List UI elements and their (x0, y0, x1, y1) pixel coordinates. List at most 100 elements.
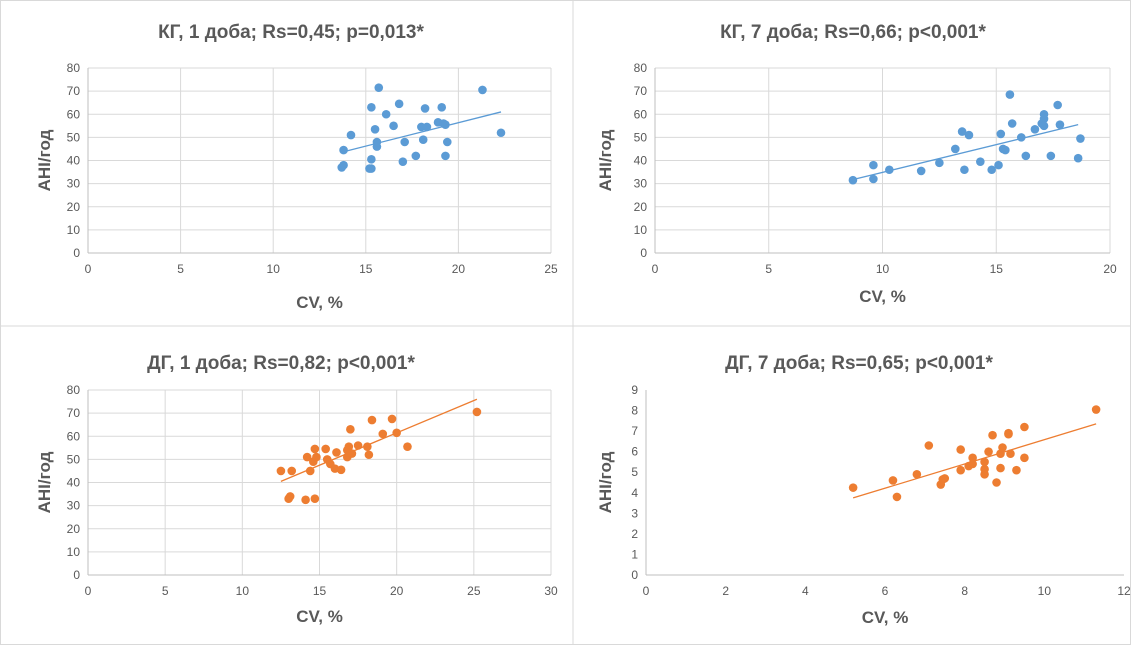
data-point (968, 453, 977, 463)
data-point (347, 449, 357, 458)
data-point (332, 448, 341, 457)
y-tick-label: 80 (67, 383, 81, 397)
data-point (420, 104, 430, 113)
data-point (370, 124, 380, 134)
y-tick-label: 0 (73, 246, 80, 260)
data-point (276, 466, 286, 476)
data-point (848, 175, 858, 185)
data-point (363, 442, 372, 451)
y-tick-label: 20 (67, 200, 81, 214)
data-point (987, 165, 996, 175)
data-point (1001, 145, 1010, 155)
data-point (321, 444, 330, 454)
x-tick-label: 20 (390, 584, 404, 598)
y-tick-label: 4 (631, 486, 638, 500)
data-point (924, 441, 934, 450)
data-point (869, 174, 878, 184)
y-tick-label: 60 (67, 429, 81, 443)
data-point (496, 128, 506, 138)
y-axis-label: АНІ/год (596, 129, 615, 191)
x-tick-label: 15 (359, 262, 373, 276)
trendline (280, 398, 478, 482)
data-point (302, 452, 312, 462)
x-axis-label: CV, % (859, 287, 906, 306)
data-point (956, 465, 965, 475)
y-tick-label: 80 (634, 61, 648, 75)
data-point (310, 444, 320, 454)
y-tick-label: 1 (631, 547, 638, 561)
y-tick-label: 80 (67, 61, 81, 75)
data-point (1053, 100, 1062, 110)
y-axis-label: АНІ/год (35, 451, 54, 513)
x-tick-label: 30 (544, 584, 558, 598)
x-tick-label: 10 (1038, 584, 1052, 598)
chart-title: ДГ, 7 доба; Rs=0,65; p<0,001* (725, 353, 993, 374)
data-point (994, 160, 1003, 170)
data-point (364, 450, 374, 460)
data-point (992, 478, 1001, 487)
y-tick-label: 0 (631, 568, 638, 582)
data-point (1076, 134, 1085, 143)
y-tick-label: 50 (67, 130, 81, 144)
y-tick-label: 50 (67, 452, 81, 466)
y-axis-label: АНІ/год (596, 451, 615, 513)
x-tick-label: 25 (467, 584, 481, 598)
data-point (301, 495, 310, 505)
data-point (374, 83, 384, 92)
data-point (422, 122, 432, 132)
x-tick-label: 0 (643, 584, 650, 598)
scatter-chart-kg-day1: КГ, 1 доба; Rs=0,45; p=0,013*01020304050… (35, 22, 558, 312)
y-tick-label: 40 (67, 476, 81, 490)
data-point (387, 414, 397, 424)
data-point (1004, 429, 1013, 439)
data-point (1006, 449, 1015, 459)
y-tick-label: 60 (67, 107, 81, 121)
x-tick-label: 10 (267, 262, 281, 276)
x-tick-label: 15 (313, 584, 327, 598)
data-point (956, 445, 965, 454)
data-point (367, 415, 377, 425)
y-tick-label: 0 (73, 568, 80, 582)
data-point (1012, 465, 1021, 475)
data-point (339, 160, 348, 170)
data-point (869, 160, 878, 170)
x-tick-label: 25 (544, 262, 558, 276)
chart-title: КГ, 7 доба; Rs=0,66; p<0,001* (720, 22, 986, 43)
x-tick-label: 4 (802, 584, 809, 598)
x-tick-label: 2 (722, 584, 729, 598)
data-point (437, 103, 447, 112)
x-tick-label: 10 (876, 262, 890, 276)
data-point (346, 130, 356, 140)
data-point (1020, 422, 1029, 432)
x-tick-label: 0 (652, 262, 659, 276)
y-tick-label: 6 (631, 445, 638, 459)
data-point (336, 465, 346, 475)
data-point (1020, 453, 1029, 463)
data-point (892, 492, 902, 502)
x-tick-label: 6 (882, 584, 889, 598)
data-point (1091, 405, 1101, 414)
y-tick-label: 40 (67, 154, 81, 168)
data-point (935, 158, 944, 168)
data-point (372, 137, 382, 147)
y-tick-label: 50 (634, 130, 648, 144)
data-point (392, 428, 401, 438)
y-tick-label: 3 (631, 506, 638, 520)
data-point (310, 494, 320, 503)
data-point (441, 151, 450, 161)
x-tick-label: 0 (85, 262, 92, 276)
data-point (988, 430, 997, 440)
data-point (367, 155, 376, 164)
x-tick-label: 20 (1103, 262, 1117, 276)
data-point (916, 166, 926, 176)
scatter-chart-kg-day7: КГ, 7 доба; Rs=0,66; p<0,001*01020304050… (596, 22, 1117, 306)
x-tick-label: 5 (765, 262, 772, 276)
x-tick-label: 5 (177, 262, 184, 276)
x-tick-label: 8 (961, 584, 968, 598)
chart-title: КГ, 1 доба; Rs=0,45; p=0,013* (158, 22, 424, 43)
scatter-chart-dg-day1: ДГ, 1 доба; Rs=0,82; p<0,001*01020304050… (35, 353, 558, 626)
data-point (976, 157, 985, 166)
data-point (998, 443, 1007, 452)
chart-panel-dg-day7: ДГ, 7 доба; Rs=0,65; p<0,001* 0 1 2 3 4 5 6 7 8 9 0… (573, 326, 1131, 645)
y-tick-label: 40 (634, 154, 648, 168)
